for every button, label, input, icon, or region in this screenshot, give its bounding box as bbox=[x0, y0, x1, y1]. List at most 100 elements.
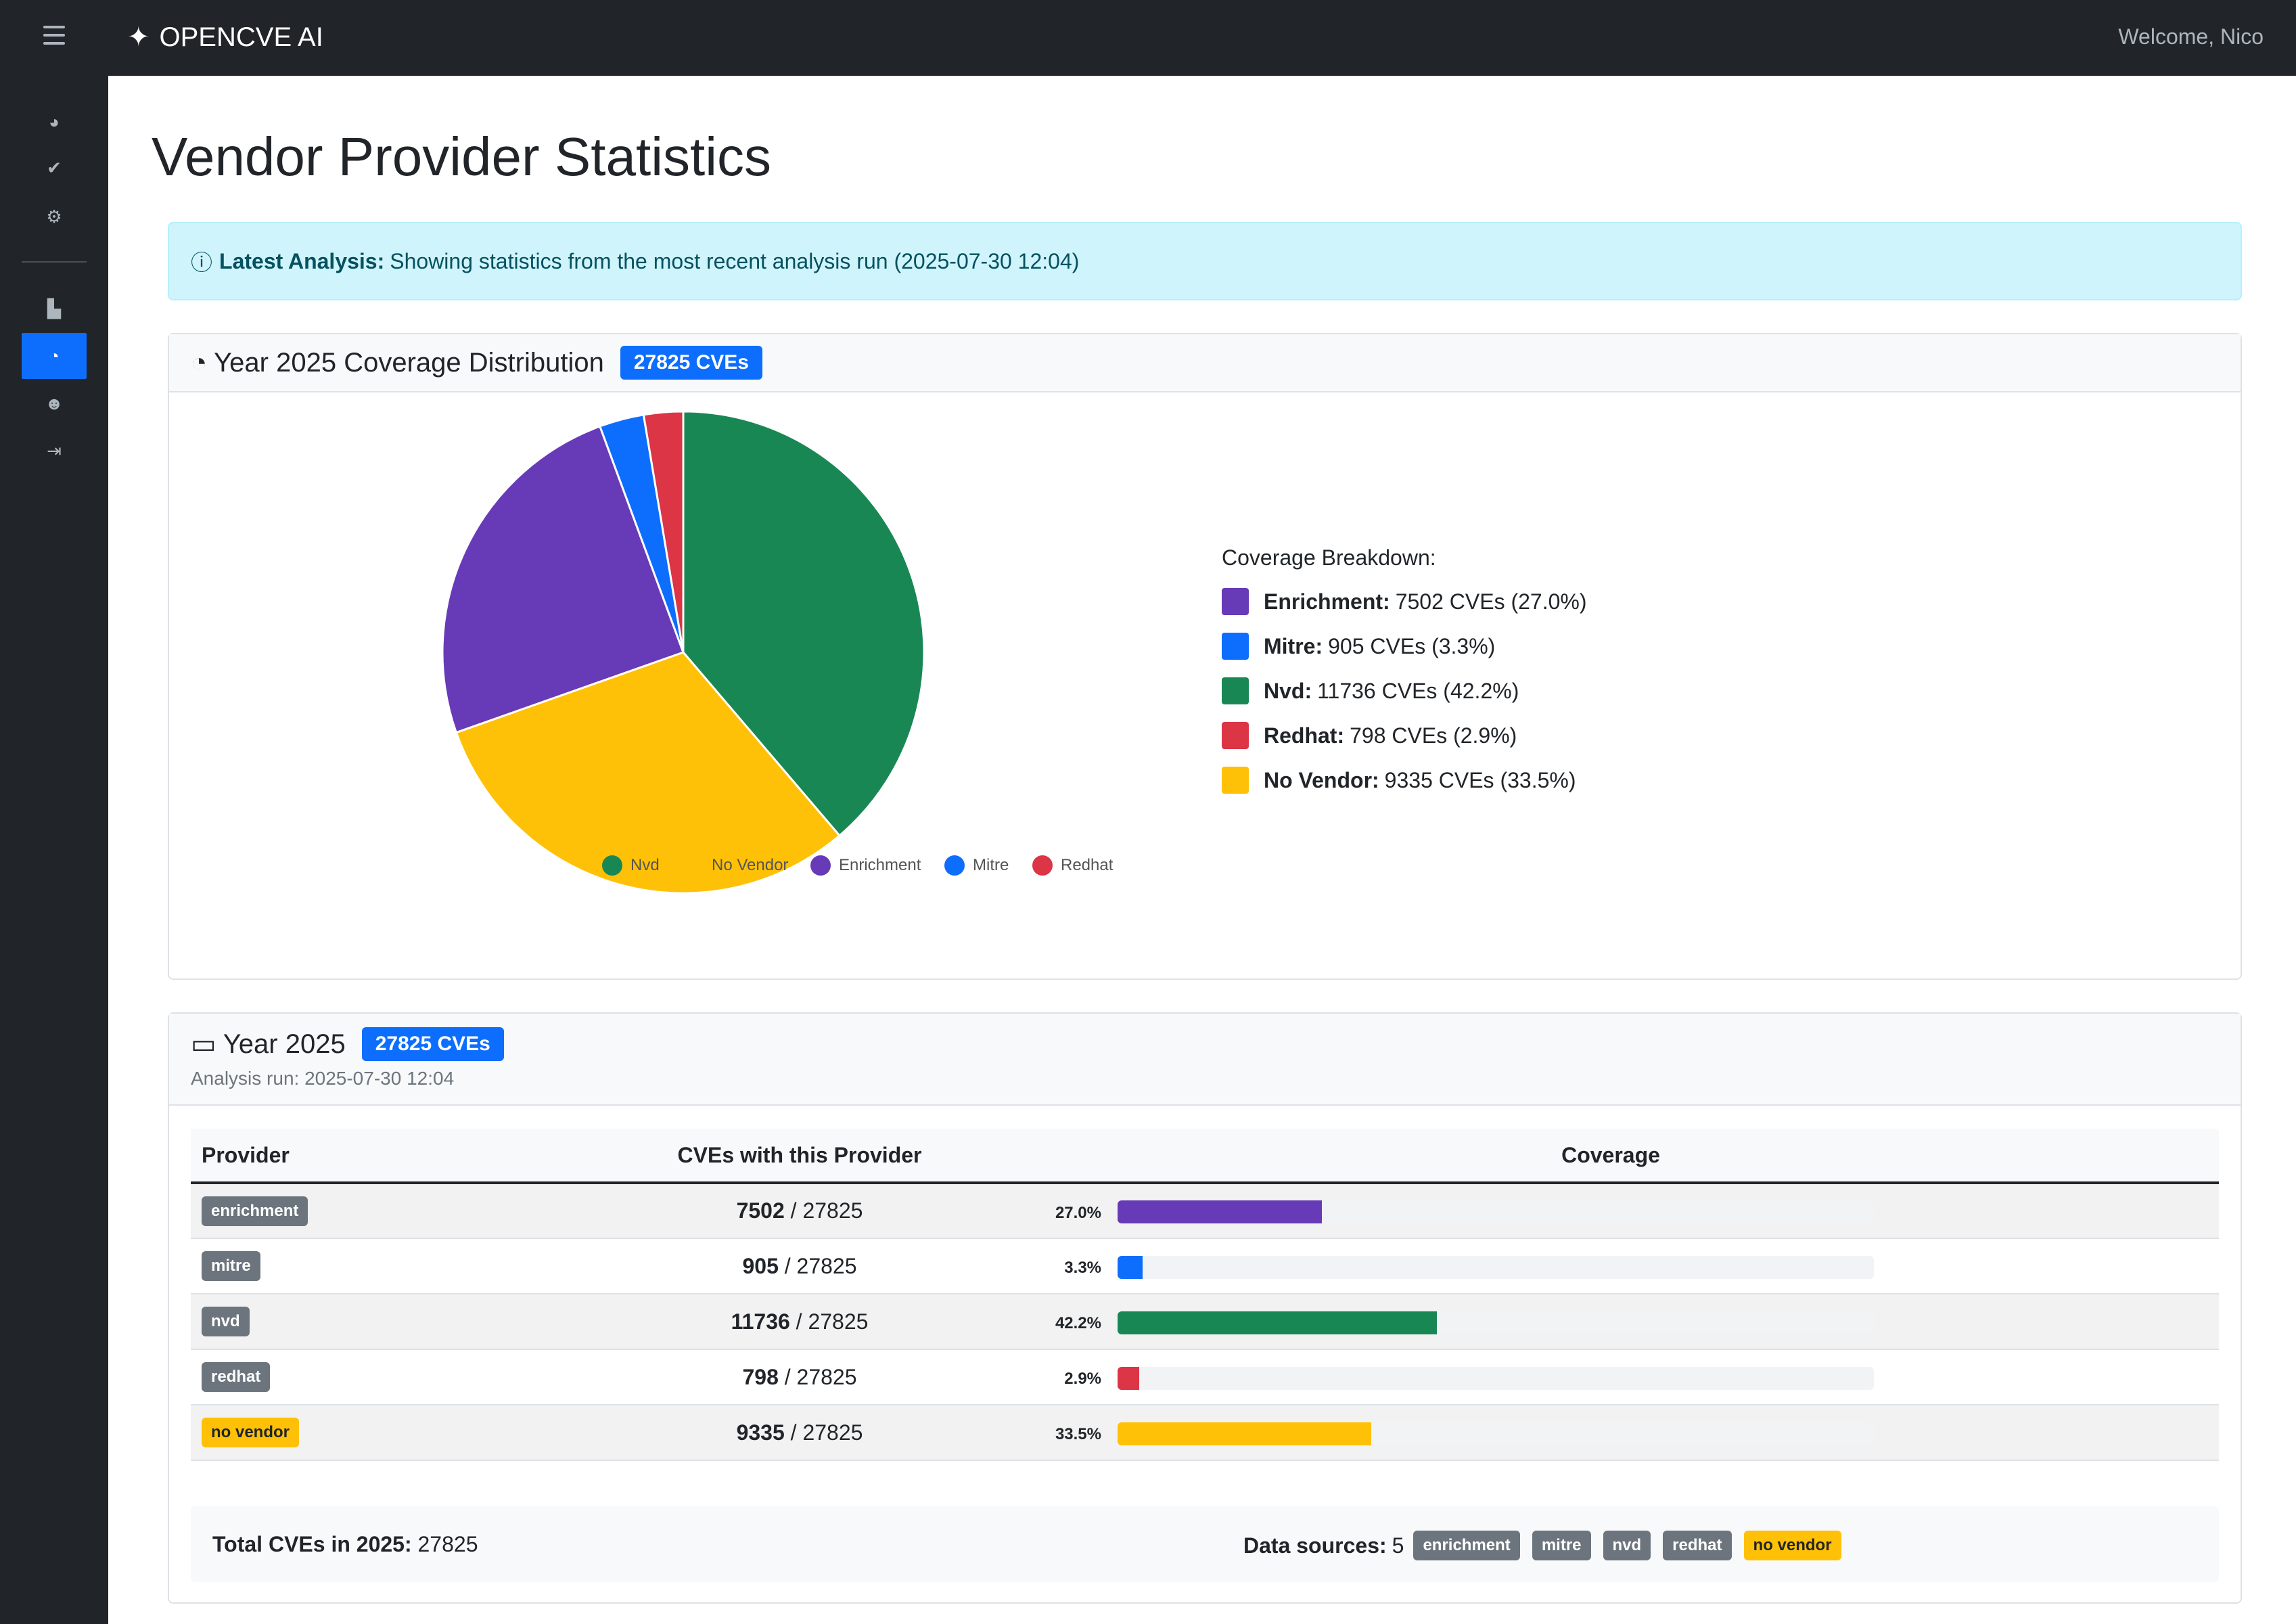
total-value: 27825 bbox=[417, 1532, 478, 1556]
coverage-bar-fill bbox=[1118, 1366, 1140, 1390]
coverage-bar bbox=[1118, 1200, 1874, 1224]
breakdown-value: 9335 CVEs (33.5%) bbox=[1384, 767, 1576, 792]
sidebar: ◕ ✔ ⚙ ▙ ◔ ☻ ⇥ bbox=[0, 0, 108, 1624]
alert-label: Latest Analysis: bbox=[219, 248, 385, 273]
cve-count: 798 bbox=[742, 1364, 779, 1389]
color-swatch bbox=[1222, 722, 1249, 749]
nav-pie-chart-icon[interactable]: ◔ bbox=[22, 333, 87, 379]
legend-label: Nvd bbox=[630, 856, 660, 874]
color-swatch bbox=[1222, 677, 1249, 704]
legend-item[interactable]: Redhat bbox=[1032, 855, 1113, 876]
welcome-text: Welcome, Nico bbox=[2118, 24, 2264, 49]
breakdown-item: Mitre: 905 CVEs (3.3%) bbox=[1222, 633, 1587, 660]
legend-dot bbox=[602, 855, 622, 876]
coverage-percent: 27.0% bbox=[1055, 1203, 1101, 1222]
legend-dot bbox=[810, 855, 831, 876]
breakdown-item: No Vendor: 9335 CVEs (33.5%) bbox=[1222, 767, 1587, 794]
pie-chart-icon: ◔ bbox=[191, 347, 208, 378]
nav-check-circle-icon[interactable]: ✔ bbox=[47, 157, 62, 178]
cve-count: 9335 bbox=[736, 1420, 785, 1445]
coverage-percent: 3.3% bbox=[1064, 1259, 1101, 1278]
legend-label: Enrichment bbox=[839, 856, 921, 874]
cve-total: / 27825 bbox=[778, 1253, 857, 1278]
nav-logout-icon[interactable]: ⇥ bbox=[47, 440, 62, 461]
breakdown-item: Redhat: 798 CVEs (2.9%) bbox=[1222, 722, 1587, 749]
coverage-breakdown: Coverage Breakdown: Enrichment: 7502 CVE… bbox=[1222, 545, 1587, 794]
coverage-bar-fill bbox=[1118, 1422, 1371, 1445]
provider-badge: nvd bbox=[202, 1307, 250, 1336]
header-cves: CVEs with this Provider bbox=[597, 1129, 1003, 1184]
sources-value: 5 bbox=[1392, 1533, 1404, 1558]
coverage-bar bbox=[1118, 1255, 1874, 1279]
pie-slice-enrichment[interactable] bbox=[441, 425, 685, 734]
cve-total: / 27825 bbox=[784, 1420, 863, 1445]
breakdown-title: Coverage Breakdown: bbox=[1222, 545, 1436, 570]
coverage-percent: 33.5% bbox=[1055, 1425, 1101, 1444]
coverage-bar bbox=[1118, 1311, 1874, 1334]
year-card: ▭ Year 2025 27825 CVEs Analysis run: 202… bbox=[168, 1012, 2242, 1604]
table-row: nvd 11736 / 27825 42.2% bbox=[191, 1294, 2219, 1350]
data-sources-summary: Data sources: 5 enrichment mitre nvd redhat… bbox=[1243, 1531, 1854, 1560]
legend-dot bbox=[944, 855, 965, 876]
sparkle-icon: ✦ bbox=[127, 22, 150, 52]
cve-count: 905 bbox=[742, 1253, 779, 1278]
year-card-title: Year 2025 bbox=[223, 1029, 346, 1059]
nav-bar-chart-icon[interactable]: ▙ bbox=[47, 298, 61, 319]
menu-toggle-icon[interactable] bbox=[43, 26, 65, 46]
coverage-bar-fill bbox=[1118, 1200, 1322, 1224]
summary-footer: Total CVEs in 2025: 27825 Data sources: … bbox=[191, 1506, 2219, 1582]
breakdown-name: Enrichment: bbox=[1264, 589, 1390, 614]
source-badge: redhat bbox=[1663, 1531, 1732, 1560]
brand-name: OPENCVE AI bbox=[159, 22, 323, 52]
legend-label: No Vendor bbox=[712, 856, 789, 874]
breakdown-value: 11736 CVEs (42.2%) bbox=[1317, 678, 1519, 703]
alert-text: Showing statistics from the most recent … bbox=[390, 248, 1080, 273]
cve-total: / 27825 bbox=[784, 1198, 863, 1223]
pie-slice-redhat[interactable] bbox=[642, 410, 685, 653]
breakdown-name: Mitre: bbox=[1264, 633, 1323, 658]
calendar-icon: ▭ bbox=[191, 1029, 216, 1059]
pie-slice-no-vendor[interactable] bbox=[455, 651, 842, 895]
nav-dashboard-icon[interactable]: ◕ bbox=[49, 111, 60, 132]
info-icon: ⓘ bbox=[191, 250, 213, 275]
cve-count-badge: 27825 CVEs bbox=[620, 346, 762, 380]
table-row: mitre 905 / 27825 3.3% bbox=[191, 1238, 2219, 1294]
coverage-bar bbox=[1118, 1422, 1874, 1445]
coverage-percent: 42.2% bbox=[1055, 1314, 1101, 1333]
cve-total: / 27825 bbox=[789, 1309, 869, 1334]
source-badge: enrichment bbox=[1413, 1531, 1520, 1560]
coverage-card: ◔ Year 2025 Coverage Distribution 27825 … bbox=[168, 333, 2242, 980]
year-card-header: ▭ Year 2025 27825 CVEs Analysis run: 202… bbox=[169, 1014, 2241, 1106]
breakdown-item: Nvd: 11736 CVEs (42.2%) bbox=[1222, 677, 1587, 704]
color-swatch bbox=[1222, 767, 1249, 794]
provider-badge: redhat bbox=[202, 1362, 271, 1392]
sources-label: Data sources: bbox=[1243, 1533, 1387, 1558]
provider-table: Provider CVEs with this Provider Coverag… bbox=[191, 1129, 2219, 1461]
source-badge: mitre bbox=[1532, 1531, 1591, 1560]
provider-badge: no vendor bbox=[202, 1418, 300, 1447]
breakdown-name: No Vendor: bbox=[1264, 767, 1379, 792]
table-row: redhat 798 / 27825 2.9% bbox=[191, 1349, 2219, 1405]
legend-item[interactable]: Mitre bbox=[944, 855, 1009, 876]
color-swatch bbox=[1222, 588, 1249, 615]
nav-user-gear-icon[interactable]: ☻ bbox=[45, 392, 64, 413]
pie-slice-nvd[interactable] bbox=[682, 410, 925, 838]
analysis-run-text: Analysis run: 2025-07-30 12:04 bbox=[191, 1068, 455, 1089]
brand-link[interactable]: ✦ OPENCVE AI bbox=[127, 22, 323, 53]
total-cves-summary: Total CVEs in 2025: 27825 bbox=[212, 1532, 478, 1557]
legend-dot bbox=[1032, 855, 1053, 876]
breakdown-name: Nvd: bbox=[1264, 678, 1312, 703]
legend-item[interactable]: Nvd bbox=[602, 855, 660, 876]
nav-gears-icon[interactable]: ⚙ bbox=[46, 206, 62, 227]
coverage-pie-chart bbox=[441, 410, 925, 895]
legend-label: Mitre bbox=[973, 856, 1009, 874]
breakdown-value: 905 CVEs (3.3%) bbox=[1328, 633, 1496, 658]
coverage-bar-fill bbox=[1118, 1255, 1143, 1279]
coverage-card-title: Year 2025 Coverage Distribution bbox=[214, 347, 604, 378]
legend-item[interactable]: No Vendor bbox=[683, 855, 788, 876]
sidebar-divider bbox=[22, 261, 87, 263]
source-badge: nvd bbox=[1603, 1531, 1651, 1560]
coverage-percent: 2.9% bbox=[1064, 1370, 1101, 1389]
coverage-bar bbox=[1118, 1366, 1874, 1390]
legend-item[interactable]: Enrichment bbox=[810, 855, 921, 876]
